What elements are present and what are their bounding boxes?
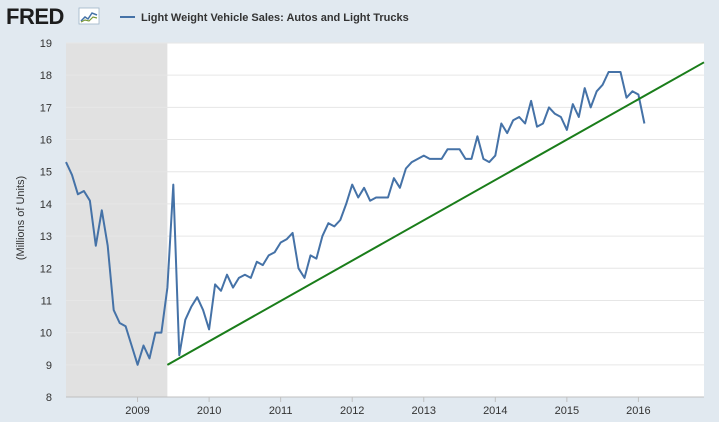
y-tick-label: 10 (40, 328, 52, 340)
y-tick-label: 8 (46, 392, 52, 404)
x-tick-label: 2013 (412, 405, 436, 417)
series-line (65, 71, 646, 366)
y-tick-label: 17 (40, 102, 52, 114)
x-tick-label: 2015 (555, 405, 579, 417)
x-tick-label: 2016 (626, 405, 650, 417)
y-tick-label: 16 (40, 135, 52, 147)
plot-area (66, 43, 704, 397)
series-layer (65, 71, 646, 366)
recession-band (66, 43, 168, 397)
fred-logo-text: FRED (6, 4, 64, 29)
x-tick-label: 2010 (197, 405, 221, 417)
y-tick-label: 15 (40, 167, 52, 179)
trend-line (166, 61, 705, 366)
y-tick-label: 18 (40, 70, 52, 82)
x-tick-label: 2014 (483, 405, 507, 417)
legend: Light Weight Vehicle Sales: Autos and Li… (120, 12, 409, 24)
y-axis: 8 9 10 11 12 13 14 15 16 17 18 19 (40, 38, 52, 404)
x-tick-label: 2011 (269, 405, 293, 417)
x-tick-label: 2012 (340, 405, 364, 417)
trend-layer (166, 61, 705, 366)
y-tick-label: 13 (40, 231, 52, 243)
recession-layer (66, 43, 168, 397)
y-tick-label: 9 (46, 360, 52, 372)
fred-logo[interactable]: FRED (6, 4, 100, 29)
y-tick-label: 19 (40, 38, 52, 50)
x-axis: 2009 2010 2011 2012 2013 2014 2015 2016 (66, 396, 704, 417)
y-tick-label: 11 (41, 295, 52, 307)
y-tick-label: 12 (40, 263, 52, 275)
y-axis-label: (Millions of Units) (15, 176, 27, 260)
fred-logo-icon (78, 7, 100, 25)
x-tick-label: 2009 (125, 405, 149, 417)
y-tick-label: 14 (40, 199, 52, 211)
legend-label: Light Weight Vehicle Sales: Autos and Li… (141, 12, 409, 24)
